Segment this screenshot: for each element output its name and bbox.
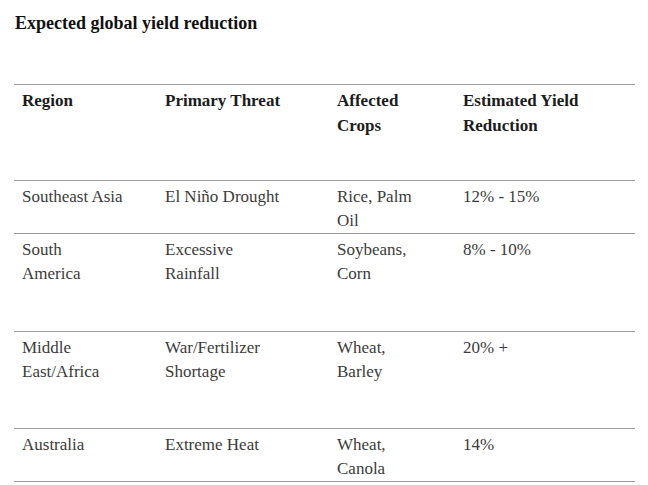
cell-region: Australia [14,429,157,482]
cell-affected-crops: Wheat, Barley [329,332,455,429]
cell-yield-reduction: 14% [455,429,635,482]
cell-affected-crops: Rice, Palm Oil [329,181,455,234]
cell-region: Middle East/Africa [14,332,157,429]
column-header-estimated-yield-reduction: Estimated Yield Reduction [455,85,635,181]
column-header-region: Region [14,85,157,181]
table-row: South America Excessive Rainfall Soybean… [14,234,635,332]
yield-reduction-table: Region Primary Threat Affected Crops Est… [14,84,635,482]
table-row: Southeast Asia El Niño Drought Rice, Pal… [14,181,635,234]
cell-yield-reduction: 20% + [455,332,635,429]
cell-affected-crops: Soybeans, Corn [329,234,455,332]
cell-affected-crops: Wheat, Canola [329,429,455,482]
cell-primary-threat: Extreme Heat [157,429,329,482]
cell-region: South America [14,234,157,332]
table-row: Middle East/Africa War/Fertilizer Shorta… [14,332,635,429]
cell-primary-threat: Excessive Rainfall [157,234,329,332]
table-row: Australia Extreme Heat Wheat, Canola 14% [14,429,635,482]
cell-yield-reduction: 12% - 15% [455,181,635,234]
page-title: Expected global yield reduction [15,12,257,34]
column-header-affected-crops: Affected Crops [329,85,455,181]
table-header-row: Region Primary Threat Affected Crops Est… [14,85,635,181]
cell-region: Southeast Asia [14,181,157,234]
document-page: Expected global yield reduction Region P… [0,0,648,485]
cell-primary-threat: El Niño Drought [157,181,329,234]
cell-primary-threat: War/Fertilizer Shortage [157,332,329,429]
cell-yield-reduction: 8% - 10% [455,234,635,332]
column-header-primary-threat: Primary Threat [157,85,329,181]
